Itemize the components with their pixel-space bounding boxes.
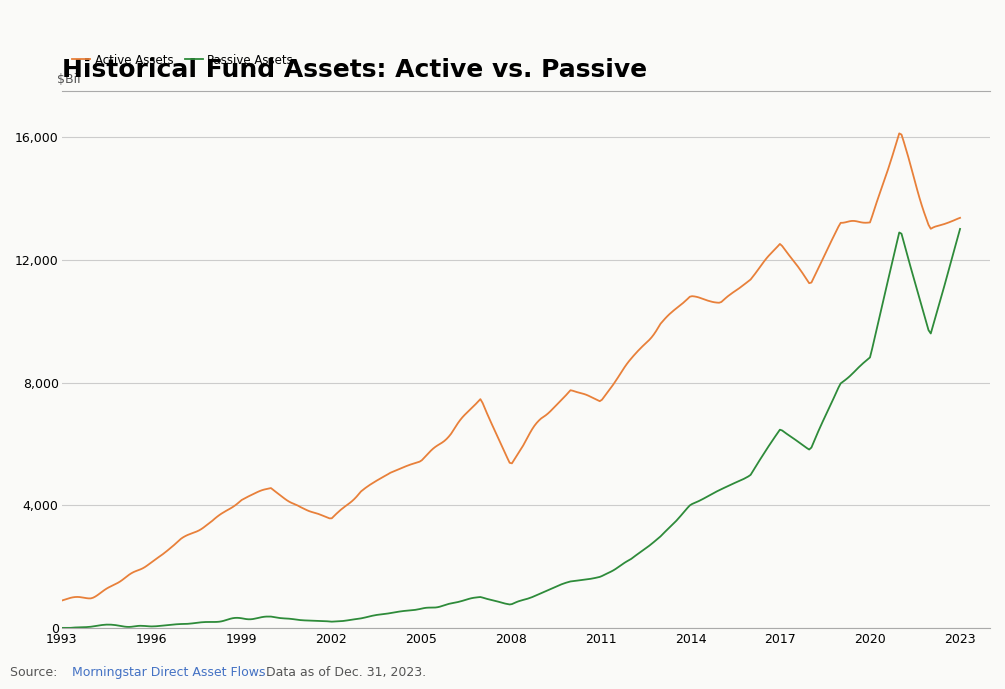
Passive Assets — [411, 606, 423, 614]
Text: $Bil: $Bil — [57, 73, 80, 86]
Passive Assets — [164, 621, 176, 629]
Passive Assets — [621, 557, 633, 566]
Text: Historical Fund Assets: Active vs. Passive: Historical Fund Assets: Active vs. Passi… — [61, 59, 646, 83]
Passive Assets — [709, 489, 721, 497]
Passive Assets — [55, 624, 67, 632]
Active Assets — [621, 360, 633, 368]
Line: Passive Assets: Passive Assets — [61, 229, 960, 628]
Active Assets — [954, 214, 966, 222]
Passive Assets — [954, 225, 966, 233]
Passive Assets — [705, 491, 717, 499]
Active Assets — [893, 130, 906, 138]
Active Assets — [709, 298, 721, 307]
Text: Morningstar Direct Asset Flows: Morningstar Direct Asset Flows — [72, 666, 266, 679]
Active Assets — [349, 495, 361, 503]
Text: Source:: Source: — [10, 666, 61, 679]
Line: Active Assets: Active Assets — [61, 134, 960, 601]
Legend: Active Assets, Passive Assets: Active Assets, Passive Assets — [67, 49, 297, 72]
Text: . Data as of Dec. 31, 2023.: . Data as of Dec. 31, 2023. — [258, 666, 426, 679]
Active Assets — [55, 597, 67, 605]
Active Assets — [705, 297, 717, 305]
Passive Assets — [349, 615, 361, 624]
Active Assets — [164, 544, 176, 553]
Active Assets — [411, 458, 423, 466]
